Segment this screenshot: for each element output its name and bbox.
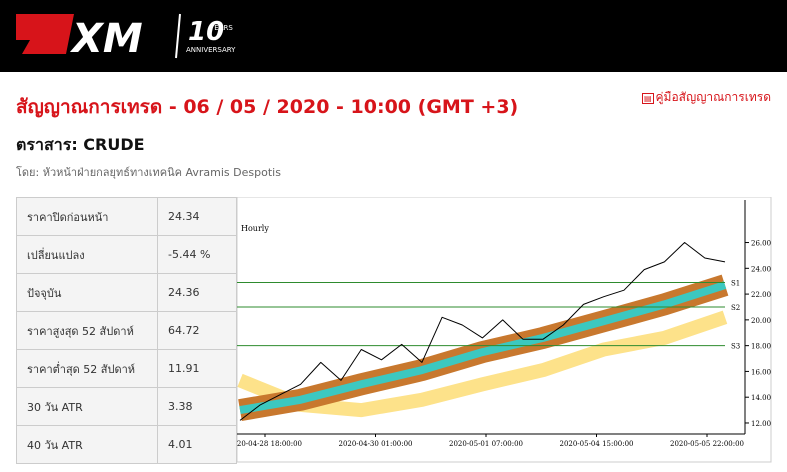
label-cell: 30 วัน ATR [16,387,158,426]
anniversary-text: ANNIVERSARY [186,46,236,54]
price-line [239,242,726,421]
y-tick-label: 18.00 [751,343,771,351]
value-cell: 11.91 [157,349,237,388]
chart: Hourly 12.00 14.00 16.00 18.00 20.00 22.00 24.… [237,197,772,463]
page-title: สัญญาณการเทรด - 06 / 05 / 2020 - 10:00 (… [16,96,519,118]
pdf-icon: ▤ [641,93,654,104]
stats-table: ราคาปิดก่อนหน้า 24.34 เปลี่ยนแปลง -5.44 % ปั… [16,197,237,464]
band [237,310,728,418]
label-cell: เปลี่ยนแปลง [16,235,158,274]
y-tick-label: 16.00 [751,368,771,376]
table-row: 30 วัน ATR 3.38 [16,387,237,426]
x-tick-label: 2020-05-05 22:00:00 [670,440,744,448]
y-tick-label: 24.00 [751,265,771,273]
header: XM 10 YEARS ANNIVERSARY [0,0,787,72]
band [239,281,727,415]
value-cell: 24.36 [157,273,237,312]
label-cell: ราคาปิดก่อนหน้า [16,197,158,236]
level-label: S3 [731,343,740,351]
level-label: S1 [731,279,740,287]
value-cell: 64.72 [157,311,237,350]
y-tick-label: 12.00 [751,420,771,428]
years: YEARS [209,24,233,32]
logo: XM 10 YEARS ANNIVERSARY [16,13,236,62]
chart-title: Hourly [241,224,269,233]
guide-link[interactable]: ▤ คู่มือสัญญาณการเทรด [641,88,772,107]
table-row: ราคาปิดก่อนหน้า 24.34 [16,197,237,236]
y-tick-label: 20.00 [751,317,771,325]
instrument: ตราสาร: CRUDE [16,135,145,154]
anniversary-number: 10 [188,17,224,47]
table-row: ราคาต่ำสุด 52 สัปดาห์ 11.91 [16,349,237,388]
logo-text: XM [69,16,143,62]
logo-shape [16,14,74,54]
divider [175,13,181,59]
value-cell: 4.01 [157,425,237,464]
y-tick-label: 22.00 [751,291,771,299]
author: โดย: หัวหน้าฝ่ายกลยุทธ์ทางเทคนิค Avramis… [16,166,281,179]
value-cell: -5.44 % [157,235,237,274]
x-tick-label: 2020-04-30 01:00:00 [338,440,412,448]
label-cell: 40 วัน ATR [16,425,158,464]
x-tick-label: 2020-05-04 15:00:00 [559,440,633,448]
level-label: S2 [731,304,740,312]
y-tick-label: 26.00 [751,240,771,248]
guide-text[interactable]: คู่มือสัญญาณการเทรด [655,90,772,104]
y-tick-label: 14.00 [751,394,771,402]
label-cell: ปัจจุบัน [16,273,158,312]
label-cell: ราคาต่ำสุด 52 สัปดาห์ [16,349,158,388]
value-cell: 3.38 [157,387,237,426]
x-tick-label: 2020-04-28 18:00:00 [237,440,302,448]
value-cell: 24.34 [157,197,237,236]
table-row: 40 วัน ATR 4.01 [16,425,237,464]
label-cell: ราคาสูงสุด 52 สัปดาห์ [16,311,158,350]
x-tick-label: 2020-05-01 07:00:00 [449,440,523,448]
table-row: เปลี่ยนแปลง -5.44 % [16,235,237,274]
table-row: ราคาสูงสุด 52 สัปดาห์ 64.72 [16,311,237,350]
table-row: ปัจจุบัน 24.36 [16,273,237,312]
